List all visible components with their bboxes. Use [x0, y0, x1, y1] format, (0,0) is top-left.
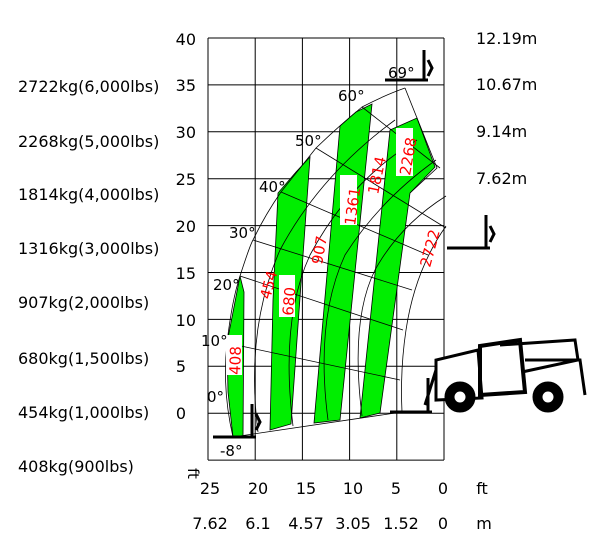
radial-20: [239, 275, 404, 331]
angle-50: 50°: [295, 132, 322, 150]
x-unit-ft: ft: [476, 479, 488, 498]
radial-10: [226, 342, 401, 381]
arc-4: [323, 159, 437, 421]
right-edge: [404, 87, 438, 194]
x-tick-m: 6.1: [245, 514, 270, 533]
load-item: 2268kg(5,000lbs): [18, 132, 159, 151]
height-label: 10.67m: [476, 75, 537, 94]
angle-minus8: -8°: [220, 442, 242, 460]
angle-60: 60°: [338, 87, 365, 105]
arc-5: [357, 195, 447, 417]
zone-label-907: 907: [308, 234, 331, 265]
arc-2: [254, 119, 396, 433]
zone-label-408: 408: [226, 346, 245, 375]
angle-69: 69°: [388, 64, 415, 82]
x-tick-m: 1.52: [383, 514, 419, 533]
height-label: 9.14m: [476, 122, 527, 141]
load-item: 2722kg(6,000lbs): [18, 77, 159, 96]
fork-carriage-icon: [213, 50, 496, 439]
zone-label-1361: 1361: [341, 186, 364, 226]
height-labels: 12.19m 10.67m 9.14m 7.62m: [476, 29, 537, 188]
x-tick: 5: [391, 479, 401, 498]
y-tick: 30: [176, 123, 196, 142]
load-item: 408kg(900lbs): [18, 457, 134, 476]
y-tick: 25: [176, 170, 196, 189]
y-tick: 20: [176, 217, 196, 236]
arc-3: [288, 139, 418, 427]
x-unit-m: m: [476, 514, 492, 533]
y-tick: 35: [176, 76, 196, 95]
angle-labels: 69° 60° 50° 40° 30° 20° 10° 0° -8°: [201, 64, 415, 460]
telehandler-icon: [423, 337, 587, 413]
x-tick: 20: [248, 479, 268, 498]
radial-30: [252, 239, 413, 291]
x-tick-m: 7.62: [192, 514, 228, 533]
y-tick: 5: [176, 357, 186, 376]
x-axis-ticks-m: 7.62 6.1 4.57 3.05 1.52 0 m: [192, 514, 492, 533]
y-tick: 0: [176, 404, 186, 423]
y-tick: 40: [176, 30, 196, 49]
load-list: 2722kg(6,000lbs) 2268kg(5,000lbs) 1814kg…: [18, 77, 159, 476]
y-tick: 10: [176, 311, 196, 330]
y-axis-ticks: 40 35 30 25 20 15 10 5 0: [176, 30, 196, 423]
load-item: 1814kg(4,000lbs): [18, 185, 159, 204]
load-item: 454kg(1,000lbs): [18, 403, 149, 422]
height-label: 12.19m: [476, 29, 537, 48]
x-tick: 10: [343, 479, 363, 498]
angle-30: 30°: [229, 224, 256, 242]
x-axis-ticks-ft: 25 20 15 10 5 0 ft: [200, 479, 488, 498]
inner-arc: [401, 225, 447, 413]
load-item: 1316kg(3,000lbs): [18, 239, 159, 258]
load-item: 907kg(2,000lbs): [18, 293, 149, 312]
x-tick-m: 4.57: [288, 514, 324, 533]
x-tick: 25: [200, 479, 220, 498]
angle-0: 0°: [207, 388, 224, 406]
load-item: 680kg(1,500lbs): [18, 349, 149, 368]
bottom-edge: [232, 411, 403, 438]
x-tick: 0: [438, 479, 448, 498]
x-tick: 15: [296, 479, 316, 498]
x-tick-m: 3.05: [335, 514, 371, 533]
y-unit: ft: [184, 468, 202, 479]
y-tick: 15: [176, 264, 196, 283]
zone-label-680: 680: [279, 286, 299, 316]
angle-10: 10°: [201, 332, 228, 350]
height-label: 7.62m: [476, 169, 527, 188]
radial-50: [315, 147, 447, 229]
angle-20: 20°: [213, 276, 240, 294]
zone-label-2722: 2722: [416, 227, 443, 269]
angle-40: 40°: [259, 178, 286, 196]
x-tick-m: 0: [438, 514, 448, 533]
